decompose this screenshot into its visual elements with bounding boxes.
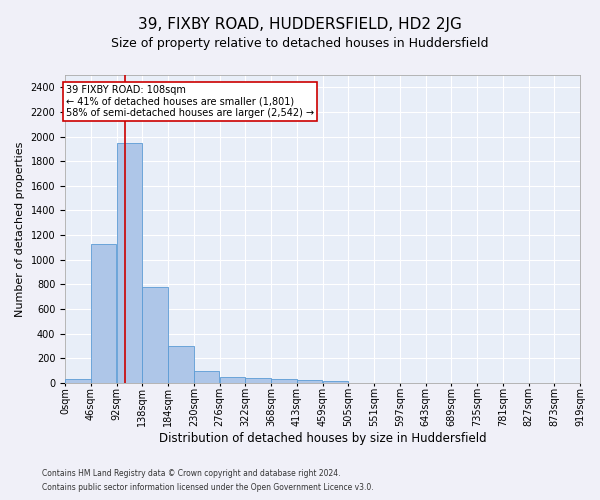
Bar [297,380,322,383]
Bar [245,378,271,383]
Bar [91,244,116,383]
X-axis label: Distribution of detached houses by size in Huddersfield: Distribution of detached houses by size … [159,432,487,445]
Bar [65,378,91,383]
Text: 39, FIXBY ROAD, HUDDERSFIELD, HD2 2JG: 39, FIXBY ROAD, HUDDERSFIELD, HD2 2JG [138,18,462,32]
Y-axis label: Number of detached properties: Number of detached properties [15,142,25,316]
Bar [116,142,142,383]
Text: Contains public sector information licensed under the Open Government Licence v3: Contains public sector information licen… [42,484,374,492]
Bar [168,346,194,383]
Bar [323,381,348,383]
Bar [271,378,296,383]
Text: 39 FIXBY ROAD: 108sqm
← 41% of detached houses are smaller (1,801)
58% of semi-d: 39 FIXBY ROAD: 108sqm ← 41% of detached … [66,85,314,118]
Bar [142,288,168,383]
Bar [220,376,245,383]
Bar [194,370,220,383]
Text: Contains HM Land Registry data © Crown copyright and database right 2024.: Contains HM Land Registry data © Crown c… [42,468,341,477]
Text: Size of property relative to detached houses in Huddersfield: Size of property relative to detached ho… [111,38,489,51]
